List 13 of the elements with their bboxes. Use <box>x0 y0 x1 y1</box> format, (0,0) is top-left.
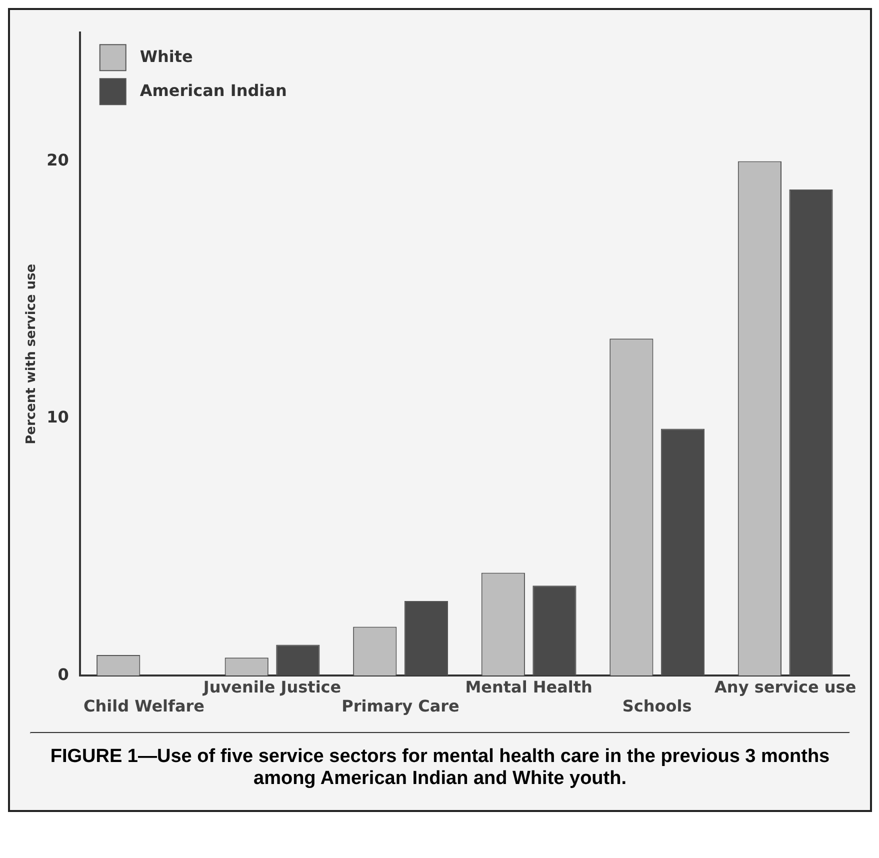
legend-label: American Indian <box>140 80 287 100</box>
y-tick-label: 0 <box>58 664 69 684</box>
x-tick-label: Mental Health <box>465 677 592 696</box>
caption: FIGURE 1—Use of five service sectors for mental health care in the previous 3 months among American Indian and White youth. <box>49 746 831 791</box>
x-tick-label: Child Welfare <box>83 696 205 716</box>
x-tick-label: Any service use <box>714 677 856 696</box>
x-tick-label: Juvenile Justice <box>202 677 342 696</box>
y-tick-label: 20 <box>46 150 69 170</box>
x-tick-label: Schools <box>622 696 692 716</box>
x-tick-label: Primary Care <box>342 696 460 716</box>
legend-label: White <box>140 46 194 66</box>
y-axis-title: Percent with service use <box>24 264 40 444</box>
y-tick-label: 10 <box>46 408 69 427</box>
